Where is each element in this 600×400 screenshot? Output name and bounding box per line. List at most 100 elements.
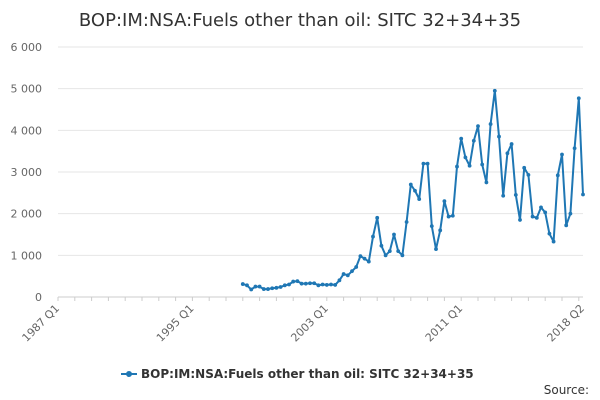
data-point[interactable] bbox=[501, 193, 506, 198]
data-point[interactable] bbox=[345, 273, 350, 278]
data-point[interactable] bbox=[303, 281, 308, 286]
data-point[interactable] bbox=[308, 281, 312, 286]
data-point[interactable] bbox=[446, 214, 451, 219]
data-point[interactable] bbox=[316, 283, 321, 288]
data-point[interactable] bbox=[547, 231, 552, 236]
data-point[interactable] bbox=[253, 284, 258, 289]
data-point[interactable] bbox=[320, 282, 325, 287]
data-point[interactable] bbox=[576, 96, 581, 101]
data-point[interactable] bbox=[476, 124, 480, 129]
data-point[interactable] bbox=[438, 228, 443, 233]
y-tick-label: 0 bbox=[35, 291, 42, 304]
data-point[interactable] bbox=[350, 269, 354, 274]
data-point[interactable] bbox=[509, 142, 514, 146]
source-label: Source: bbox=[544, 383, 589, 397]
data-point[interactable] bbox=[282, 283, 287, 288]
data-point[interactable] bbox=[387, 249, 392, 254]
data-point[interactable] bbox=[568, 211, 573, 216]
data-point[interactable] bbox=[245, 283, 249, 288]
data-point[interactable] bbox=[371, 234, 375, 239]
data-point[interactable] bbox=[337, 278, 342, 283]
data-point[interactable] bbox=[518, 218, 522, 222]
y-tick-label: 5 000 bbox=[11, 83, 43, 96]
data-point[interactable] bbox=[488, 122, 493, 126]
legend-marker-icon bbox=[126, 371, 132, 377]
data-point[interactable] bbox=[396, 249, 401, 254]
data-point[interactable] bbox=[539, 205, 543, 210]
data-point[interactable] bbox=[425, 161, 430, 166]
data-point[interactable] bbox=[421, 161, 426, 166]
data-point[interactable] bbox=[257, 284, 262, 289]
data-point[interactable] bbox=[274, 285, 279, 290]
x-tick-label: 2003 Q1 bbox=[288, 302, 331, 345]
data-point[interactable] bbox=[497, 134, 501, 139]
series-line-group bbox=[240, 88, 585, 292]
series-line bbox=[242, 89, 584, 291]
data-point[interactable] bbox=[442, 199, 447, 204]
data-point[interactable] bbox=[484, 180, 489, 185]
data-point[interactable] bbox=[375, 215, 380, 220]
data-point[interactable] bbox=[455, 164, 459, 169]
data-point[interactable] bbox=[392, 232, 396, 237]
data-point[interactable] bbox=[450, 213, 455, 218]
grid-lines bbox=[58, 46, 583, 256]
data-point[interactable] bbox=[417, 197, 422, 201]
data-point[interactable] bbox=[287, 282, 291, 287]
legend[interactable]: BOP:IM:NSA:Fuels other than oil: SITC 32… bbox=[121, 367, 474, 381]
data-point[interactable] bbox=[534, 215, 539, 220]
x-tick-label: 2018 Q2 bbox=[545, 302, 588, 345]
data-point[interactable] bbox=[551, 239, 556, 244]
data-point[interactable] bbox=[366, 259, 371, 264]
data-point[interactable] bbox=[572, 146, 577, 151]
y-tick-label: 6 000 bbox=[11, 41, 43, 54]
data-point[interactable] bbox=[513, 193, 518, 197]
data-point[interactable] bbox=[312, 281, 317, 286]
data-point[interactable] bbox=[434, 247, 438, 251]
data-point[interactable] bbox=[400, 253, 405, 258]
data-point[interactable] bbox=[278, 285, 283, 289]
data-point[interactable] bbox=[299, 281, 304, 286]
data-point[interactable] bbox=[408, 182, 413, 187]
x-tick-label: 1987 Q1 bbox=[20, 302, 63, 345]
chart-title: BOP:IM:NSA:Fuels other than oil: SITC 32… bbox=[79, 10, 521, 31]
data-point[interactable] bbox=[295, 279, 300, 284]
data-point[interactable] bbox=[543, 210, 548, 215]
data-point[interactable] bbox=[324, 283, 329, 287]
data-point[interactable] bbox=[333, 283, 338, 287]
data-point[interactable] bbox=[459, 136, 464, 141]
data-point[interactable] bbox=[522, 165, 527, 170]
data-point[interactable] bbox=[560, 152, 564, 157]
data-point[interactable] bbox=[329, 282, 333, 287]
data-point[interactable] bbox=[354, 265, 359, 269]
data-point[interactable] bbox=[555, 173, 560, 178]
data-point[interactable] bbox=[564, 223, 569, 228]
y-tick-label: 2 000 bbox=[11, 208, 43, 221]
data-point[interactable] bbox=[581, 192, 585, 197]
data-point[interactable] bbox=[266, 287, 270, 291]
data-point[interactable] bbox=[429, 224, 434, 229]
data-point[interactable] bbox=[471, 138, 476, 143]
data-point[interactable] bbox=[341, 272, 346, 276]
data-point[interactable] bbox=[240, 282, 245, 286]
data-point[interactable] bbox=[526, 173, 531, 177]
data-point[interactable] bbox=[480, 162, 485, 167]
data-point[interactable] bbox=[413, 188, 417, 193]
data-point[interactable] bbox=[530, 214, 535, 219]
data-point[interactable] bbox=[362, 256, 367, 261]
y-axis: 0 1 000 2 000 3 000 4 000 5 000 6 000 bbox=[11, 41, 43, 304]
data-point[interactable] bbox=[261, 287, 266, 291]
data-point[interactable] bbox=[505, 151, 510, 156]
data-point[interactable] bbox=[270, 286, 275, 291]
data-point[interactable] bbox=[467, 163, 472, 168]
x-tick-label: 1995 Q1 bbox=[154, 302, 197, 345]
data-point[interactable] bbox=[404, 220, 409, 224]
data-point[interactable] bbox=[463, 155, 468, 160]
data-point[interactable] bbox=[492, 88, 497, 93]
data-point[interactable] bbox=[383, 253, 388, 258]
data-point[interactable] bbox=[358, 254, 363, 259]
data-point[interactable] bbox=[249, 287, 254, 292]
y-tick-label: 3 000 bbox=[11, 166, 43, 179]
data-point[interactable] bbox=[291, 279, 296, 284]
data-point[interactable] bbox=[379, 243, 384, 248]
